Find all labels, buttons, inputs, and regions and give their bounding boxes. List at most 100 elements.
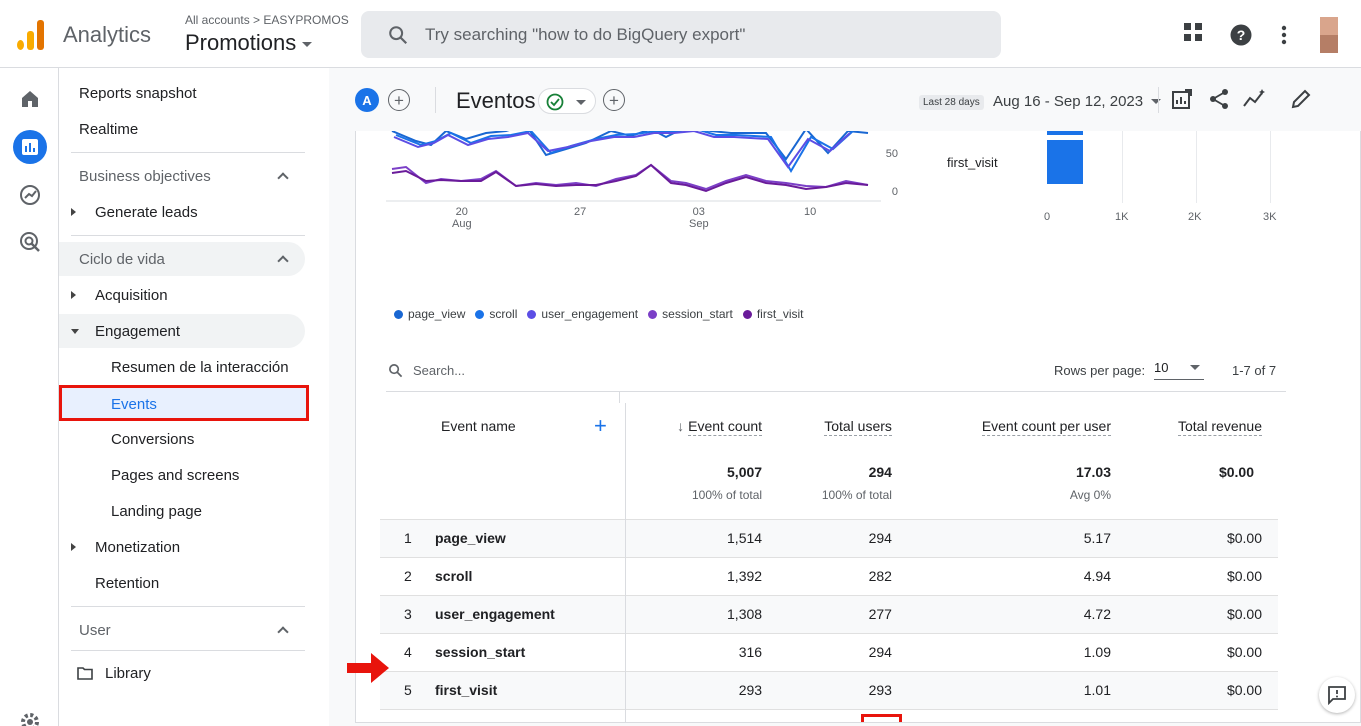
row-event-name[interactable]: first_visit bbox=[435, 671, 626, 709]
col-header-total-revenue[interactable]: Total revenue $0.00 bbox=[1127, 403, 1278, 519]
section-business-objectives[interactable]: Business objectives bbox=[59, 159, 305, 193]
chevron-down-icon bbox=[576, 100, 586, 105]
nav-conversions[interactable]: Conversions bbox=[59, 422, 305, 456]
account-breadcrumb[interactable]: All accounts > EASYPROMOS bbox=[185, 13, 349, 27]
divider bbox=[71, 152, 305, 153]
customize-report-icon[interactable] bbox=[1171, 88, 1193, 110]
nav-label: Landing page bbox=[111, 502, 202, 520]
chevron-down-icon bbox=[1151, 99, 1162, 104]
nav-retention[interactable]: Retention bbox=[59, 566, 305, 600]
home-icon[interactable] bbox=[16, 85, 44, 113]
nav-generate-leads[interactable]: Generate leads bbox=[59, 195, 305, 229]
analytics-logo-icon[interactable] bbox=[17, 20, 45, 50]
table-row[interactable]: 5 first_visit 293 293 1.01 $0.00 bbox=[380, 671, 1278, 709]
report-status-selector[interactable] bbox=[538, 88, 596, 114]
section-ciclo-de-vida[interactable]: Ciclo de vida bbox=[59, 242, 305, 276]
legend-label: scroll bbox=[489, 307, 518, 321]
row-event-name[interactable]: user_engagement bbox=[435, 595, 626, 633]
row-rank: 4 bbox=[404, 644, 412, 660]
nav-library[interactable]: Library bbox=[59, 656, 305, 690]
table-row[interactable]: 3 user_engagement 1,308 277 4.72 $0.00 bbox=[380, 595, 1278, 633]
folder-icon bbox=[77, 667, 93, 680]
section-label: Business objectives bbox=[79, 167, 211, 185]
row-revenue: $0.00 bbox=[1226, 644, 1262, 660]
more-vert-icon[interactable] bbox=[1281, 25, 1287, 45]
table-search-input[interactable]: Search... bbox=[413, 363, 466, 378]
events-line-chart: 50 0 bbox=[386, 131, 898, 202]
section-user[interactable]: User bbox=[59, 613, 305, 647]
nav-resumen-interaccion[interactable]: Resumen de la interacción bbox=[59, 350, 305, 384]
property-selector[interactable]: Promotions bbox=[185, 30, 313, 56]
comparison-badge[interactable]: A bbox=[355, 88, 379, 112]
chart-legend: page_view scroll user_engagement session… bbox=[394, 307, 804, 321]
rows-per-page-select[interactable]: 10 bbox=[1154, 358, 1204, 380]
add-dimension-icon[interactable]: + bbox=[594, 413, 607, 438]
explore-icon[interactable] bbox=[16, 181, 44, 209]
nav-acquisition[interactable]: Acquisition bbox=[59, 278, 305, 312]
rows-per-page-label: Rows per page: bbox=[1054, 363, 1146, 378]
legend-item[interactable]: session_start bbox=[648, 307, 733, 321]
legend-item[interactable]: scroll bbox=[475, 307, 517, 321]
search-bar[interactable]: Try searching "how to do BigQuery export… bbox=[361, 11, 1001, 58]
row-event-name[interactable]: Participants bbox=[435, 709, 626, 722]
table-row[interactable]: 6 Participants 184 104 1.77 $0.00 bbox=[380, 709, 1278, 722]
avatar[interactable] bbox=[1320, 17, 1338, 53]
nav-pages-and-screens[interactable]: Pages and screens bbox=[59, 458, 305, 492]
nav-monetization[interactable]: Monetization bbox=[59, 530, 305, 564]
col-header-total-users[interactable]: Total users 294 100% of total bbox=[778, 403, 908, 519]
row-total-users: 294 bbox=[868, 644, 892, 660]
row-event-name[interactable]: session_start bbox=[435, 633, 626, 671]
row-event-count: 184 bbox=[625, 709, 778, 722]
date-range-picker[interactable]: Aug 16 - Sep 12, 2023 bbox=[993, 93, 1162, 110]
col-header-event-name[interactable]: Event name + bbox=[380, 403, 626, 519]
row-event-name[interactable]: scroll bbox=[435, 557, 626, 595]
page-title: Eventos bbox=[456, 88, 536, 113]
nav-events[interactable]: Events bbox=[59, 385, 309, 421]
date-preset-label: Last 28 days bbox=[919, 95, 984, 110]
share-icon[interactable] bbox=[1208, 88, 1230, 110]
apps-grid-icon[interactable] bbox=[1183, 22, 1203, 42]
table-row[interactable]: 4 session_start 316 294 1.09 $0.00 bbox=[380, 633, 1278, 671]
edit-pencil-icon[interactable] bbox=[1290, 88, 1312, 110]
row-revenue: $0.00 bbox=[1127, 709, 1278, 722]
nav-label: Acquisition bbox=[95, 286, 168, 304]
col-header-event-count[interactable]: ↓ Event count 5,007 100% of total bbox=[625, 403, 778, 519]
nav-label: Events bbox=[111, 396, 157, 413]
product-name: Analytics bbox=[63, 22, 152, 47]
row-total-users: 282 bbox=[868, 568, 892, 584]
col-header-event-count-per-user[interactable]: Event count per user 17.03 Avg 0% bbox=[908, 403, 1127, 519]
reports-icon[interactable] bbox=[13, 130, 47, 164]
col-header-label: Total users bbox=[824, 418, 892, 436]
table-row[interactable]: 2 scroll 1,392 282 4.94 $0.00 bbox=[380, 557, 1278, 595]
row-total-users-highlighted: 104 bbox=[778, 709, 908, 722]
add-filter-icon[interactable]: + bbox=[603, 89, 625, 111]
legend-item[interactable]: page_view bbox=[394, 307, 465, 321]
events-table: Event name + ↓ Event count 5,007 100% of … bbox=[380, 403, 1278, 722]
sort-down-arrow-icon[interactable]: ↓ bbox=[677, 418, 685, 434]
row-per-user: 1.09 bbox=[1083, 644, 1111, 660]
divider bbox=[71, 235, 305, 236]
row-event-name[interactable]: page_view bbox=[435, 519, 626, 557]
nav-landing-page[interactable]: Landing page bbox=[59, 494, 305, 528]
total-subtext: 100% of total bbox=[692, 488, 763, 502]
line-series-scroll bbox=[395, 131, 854, 173]
table-row[interactable]: 1 page_view 1,514 294 5.17 $0.00 bbox=[380, 519, 1278, 557]
feedback-icon[interactable] bbox=[1319, 677, 1355, 713]
settings-gear-icon[interactable] bbox=[16, 708, 44, 726]
svg-text:?: ? bbox=[1237, 27, 1246, 43]
nav-engagement[interactable]: Engagement bbox=[59, 314, 305, 348]
chevron-up-icon bbox=[277, 626, 289, 638]
nav-realtime[interactable]: Realtime bbox=[59, 112, 305, 146]
legend-item[interactable]: user_engagement bbox=[527, 307, 638, 321]
nav-reports-snapshot[interactable]: Reports snapshot bbox=[59, 76, 305, 110]
insights-icon[interactable] bbox=[1242, 88, 1268, 110]
row-total-users: 294 bbox=[868, 530, 892, 546]
row-event-count: 1,514 bbox=[727, 530, 763, 546]
legend-item[interactable]: first_visit bbox=[742, 307, 804, 321]
help-icon[interactable]: ? bbox=[1230, 24, 1252, 46]
advertising-icon[interactable] bbox=[16, 228, 44, 256]
gridline bbox=[1270, 131, 1271, 203]
y-tick-label: 0 bbox=[892, 186, 898, 198]
col-header-label: Event name bbox=[441, 418, 516, 434]
add-comparison-icon[interactable]: + bbox=[388, 89, 410, 111]
